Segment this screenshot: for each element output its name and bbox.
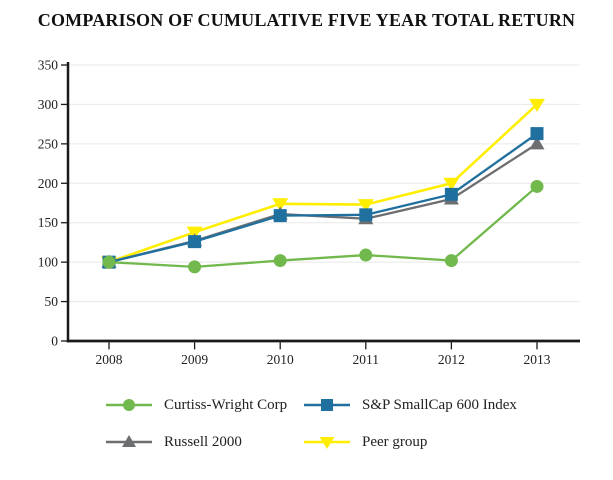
series-line [108, 103, 538, 264]
y-tick-label: 150 [38, 215, 59, 230]
circle-marker-icon [123, 399, 135, 411]
legend-label: Peer group [362, 433, 428, 450]
triangle-up-marker-icon [122, 435, 136, 447]
triangle-down-marker-icon [443, 177, 460, 191]
chart-canvas: 0 50 100 150 200 250 300 350 2008 2009 2010 2011 201… [38, 58, 580, 367]
y-tick-label: 250 [38, 136, 59, 151]
circle-marker-icon [102, 255, 116, 269]
series-curtiss-wright-corp [102, 179, 544, 274]
series-peer-group [101, 98, 545, 270]
y-tick-label: 50 [45, 294, 59, 309]
circle-marker-icon [188, 260, 202, 274]
triangle-down-marker-icon [357, 199, 374, 213]
legend-label: Russell 2000 [164, 433, 242, 450]
series-s-p-smallcap-600-index [102, 127, 544, 269]
x-tick-label: 2011 [353, 352, 380, 367]
square-marker-icon [321, 399, 333, 411]
square-marker-icon [530, 127, 544, 141]
square-marker-icon [359, 208, 373, 222]
triangle-up-marker-icon [529, 136, 545, 150]
x-tick-label: 2009 [181, 352, 208, 367]
circle-marker-icon [359, 248, 373, 262]
x-tick-label: 2010 [267, 352, 294, 367]
square-marker-icon [304, 399, 350, 411]
square-marker-icon [444, 187, 458, 201]
y-tick-label: 300 [38, 97, 59, 112]
legend-item-peer-group: Peer group [304, 433, 517, 451]
legend-item-sp-smallcap: S&P SmallCap 600 Index [304, 396, 517, 414]
y-tick-label: 0 [51, 334, 58, 349]
triangle-down-marker-icon [319, 437, 335, 449]
legend-item-curtiss-wright: Curtiss-Wright Corp [106, 396, 304, 414]
circle-marker-icon [106, 399, 152, 411]
legend-label: S&P SmallCap 600 Index [362, 396, 517, 413]
y-tick-label: 350 [38, 58, 59, 73]
legend-item-russell-2000: Russell 2000 [106, 433, 304, 451]
circle-marker-icon [273, 254, 287, 268]
triangle-down-marker-icon [529, 98, 545, 112]
x-tick-label: 2013 [524, 352, 551, 367]
series-line [108, 185, 538, 269]
y-tick-label: 200 [38, 176, 59, 191]
circle-marker-icon [530, 179, 544, 193]
x-tick-label: 2008 [96, 352, 123, 367]
triangle-down-marker-icon [304, 437, 350, 449]
triangle-up-marker-icon [106, 435, 152, 447]
square-marker-icon [273, 209, 287, 223]
square-marker-icon [188, 235, 202, 249]
y-tick-label: 100 [38, 255, 59, 270]
legend-label: Curtiss-Wright Corp [164, 396, 288, 413]
chart-legend: Curtiss-Wright Corp S&P SmallCap 600 Ind… [106, 396, 517, 451]
chart-title: COMPARISON OF CUMULATIVE FIVE YEAR TOTAL… [37, 10, 576, 30]
circle-marker-icon [444, 254, 458, 268]
triangle-down-marker-icon [272, 198, 289, 212]
series-line [108, 132, 538, 264]
triangle-down-marker-icon [186, 226, 203, 240]
x-tick-label: 2012 [438, 352, 465, 367]
